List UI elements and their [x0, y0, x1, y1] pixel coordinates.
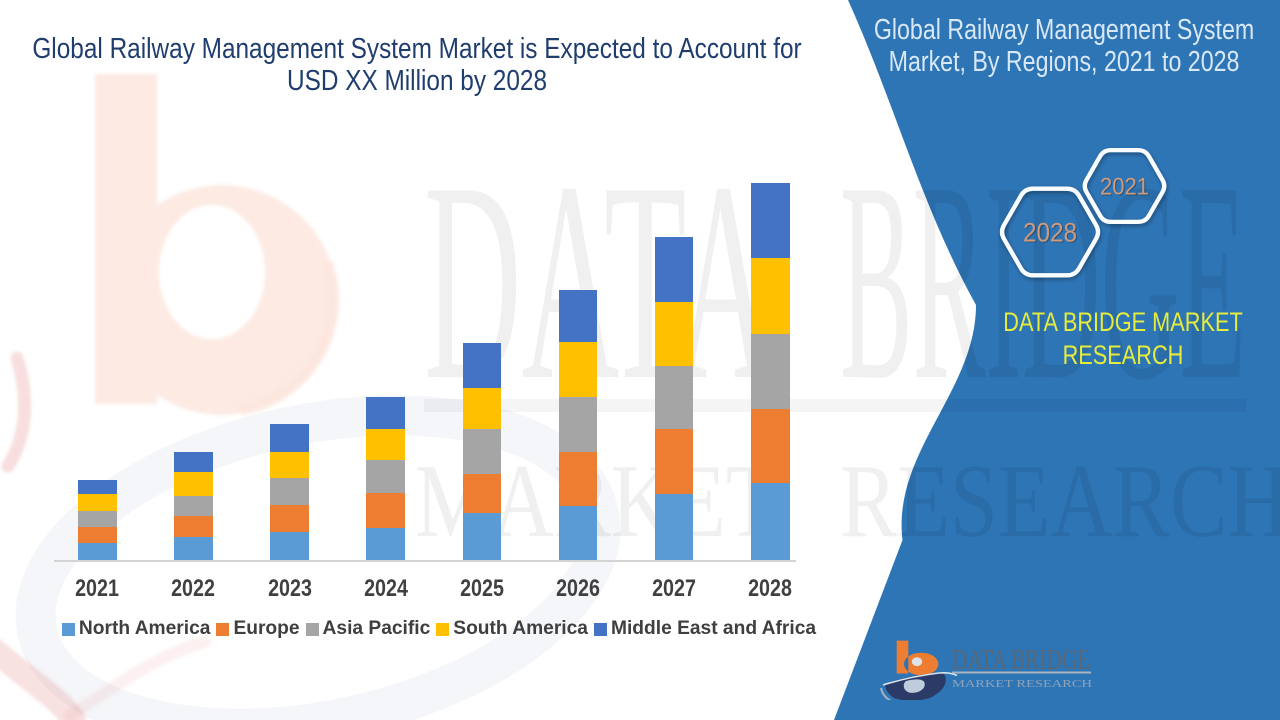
svg-text:2028: 2028: [1024, 219, 1078, 249]
svg-text:MARKET RESEARCH: MARKET RESEARCH: [952, 678, 1092, 690]
svg-text:2021: 2021: [1101, 175, 1150, 202]
svg-text:2028: 2028: [1023, 218, 1077, 248]
svg-text:2021: 2021: [1100, 174, 1149, 201]
svg-text:DATA BRIDGE: DATA BRIDGE: [952, 645, 1090, 676]
